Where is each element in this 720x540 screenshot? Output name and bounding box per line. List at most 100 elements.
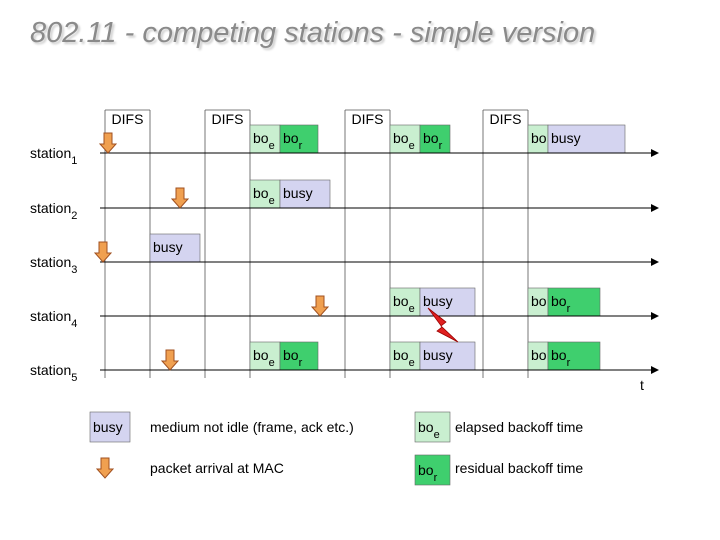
box-label: busy [423, 293, 453, 309]
box-label: boe [393, 347, 415, 369]
station-name: station [30, 254, 71, 270]
difs-label: DIFS [212, 111, 244, 127]
box-label: bo [531, 347, 547, 363]
box-label-text: bo [393, 130, 409, 146]
legend-text: elapsed backoff time [455, 419, 583, 435]
box-label: busy [423, 347, 453, 363]
box-label: bor [283, 130, 303, 152]
box-label-text: bo [253, 130, 269, 146]
box-label-text: bo [551, 293, 567, 309]
box [279, 179, 331, 209]
box-label-text: busy [283, 185, 313, 201]
box-label: boe [253, 347, 275, 369]
packet-arrow [160, 349, 180, 371]
box-label-text: bo [551, 347, 567, 363]
box [249, 124, 281, 154]
box-label: busy [153, 239, 183, 255]
box-label-text: bo [531, 293, 547, 309]
box-label-sub: r [439, 140, 443, 152]
box [419, 124, 451, 154]
box-label: boe [253, 185, 275, 207]
box-label-text: bo [393, 293, 409, 309]
box [547, 341, 601, 371]
legend-symbol-label-text: bo [418, 462, 434, 478]
box-label-text: busy [551, 130, 581, 146]
legend-box [89, 411, 131, 443]
box-label: boe [393, 293, 415, 315]
legend-symbol-label: bor [418, 462, 438, 484]
legend-symbol-label-text: busy [93, 419, 123, 435]
box [419, 287, 476, 317]
box-label: bor [551, 347, 571, 369]
box [419, 341, 476, 371]
difs-label: DIFS [352, 111, 384, 127]
box-label: bo [531, 130, 547, 146]
box-label-text: bo [253, 185, 269, 201]
box-label-text: busy [423, 347, 453, 363]
box-label: bor [423, 130, 443, 152]
station-label: station1 [30, 145, 77, 167]
packet-arrow [95, 457, 115, 479]
box-label-text: bo [531, 130, 547, 146]
box-label-sub: e [409, 357, 415, 369]
station-label: station2 [30, 200, 77, 222]
box-label-text: bo [423, 130, 439, 146]
station-sub: 4 [71, 318, 77, 330]
box-label-text: bo [283, 347, 299, 363]
station-sub: 2 [71, 210, 77, 222]
box-label-text: bo [283, 130, 299, 146]
station-sub: 1 [71, 155, 77, 167]
box-label-text: bo [531, 347, 547, 363]
box [279, 124, 319, 154]
legend-symbol-label: boe [418, 419, 440, 441]
station-sub: 3 [71, 264, 77, 276]
station-name: station [30, 200, 71, 216]
legend-box [414, 454, 451, 486]
station-name: station [30, 362, 71, 378]
packet-arrow [310, 295, 330, 317]
box [149, 233, 201, 263]
box-label: boe [253, 130, 275, 152]
box-label: bor [283, 347, 303, 369]
title: 802.11 - competing stations - simple ver… [30, 17, 596, 49]
packet-arrow [98, 132, 118, 154]
box-label: busy [283, 185, 313, 201]
box [389, 287, 421, 317]
legend-text: residual backoff time [455, 460, 583, 476]
legend-symbol-label: busy [93, 419, 123, 435]
packet-arrow [170, 187, 190, 209]
station-label: station3 [30, 254, 77, 276]
station-label: station4 [30, 308, 77, 330]
box [249, 341, 281, 371]
packet-arrow [93, 241, 113, 263]
box-label-sub: e [269, 357, 275, 369]
station-sub: 5 [71, 372, 77, 384]
box-label-sub: e [409, 140, 415, 152]
legend-box [414, 411, 451, 443]
time-label: t [640, 377, 644, 393]
station-label: station5 [30, 362, 77, 384]
legend-symbol-label-text: bo [418, 419, 434, 435]
legend-symbol-label-sub: e [434, 429, 440, 441]
box-label-sub: r [299, 140, 303, 152]
legend-text: packet arrival at MAC [150, 460, 284, 476]
box-label-text: bo [253, 347, 269, 363]
box [389, 124, 421, 154]
box [547, 124, 626, 154]
box-label-text: busy [423, 293, 453, 309]
box-label: boe [393, 130, 415, 152]
difs-label: DIFS [490, 111, 522, 127]
box-label-text: bo [393, 347, 409, 363]
box-label: bor [551, 293, 571, 315]
station-name: station [30, 145, 71, 161]
legend-symbol-label-sub: r [434, 472, 438, 484]
box-label-sub: r [567, 303, 571, 315]
difs-label: DIFS [112, 111, 144, 127]
station-name: station [30, 308, 71, 324]
box-label-sub: e [409, 303, 415, 315]
box-label: bo [531, 293, 547, 309]
box-label: busy [551, 130, 581, 146]
box-label-sub: e [269, 195, 275, 207]
box [279, 341, 319, 371]
